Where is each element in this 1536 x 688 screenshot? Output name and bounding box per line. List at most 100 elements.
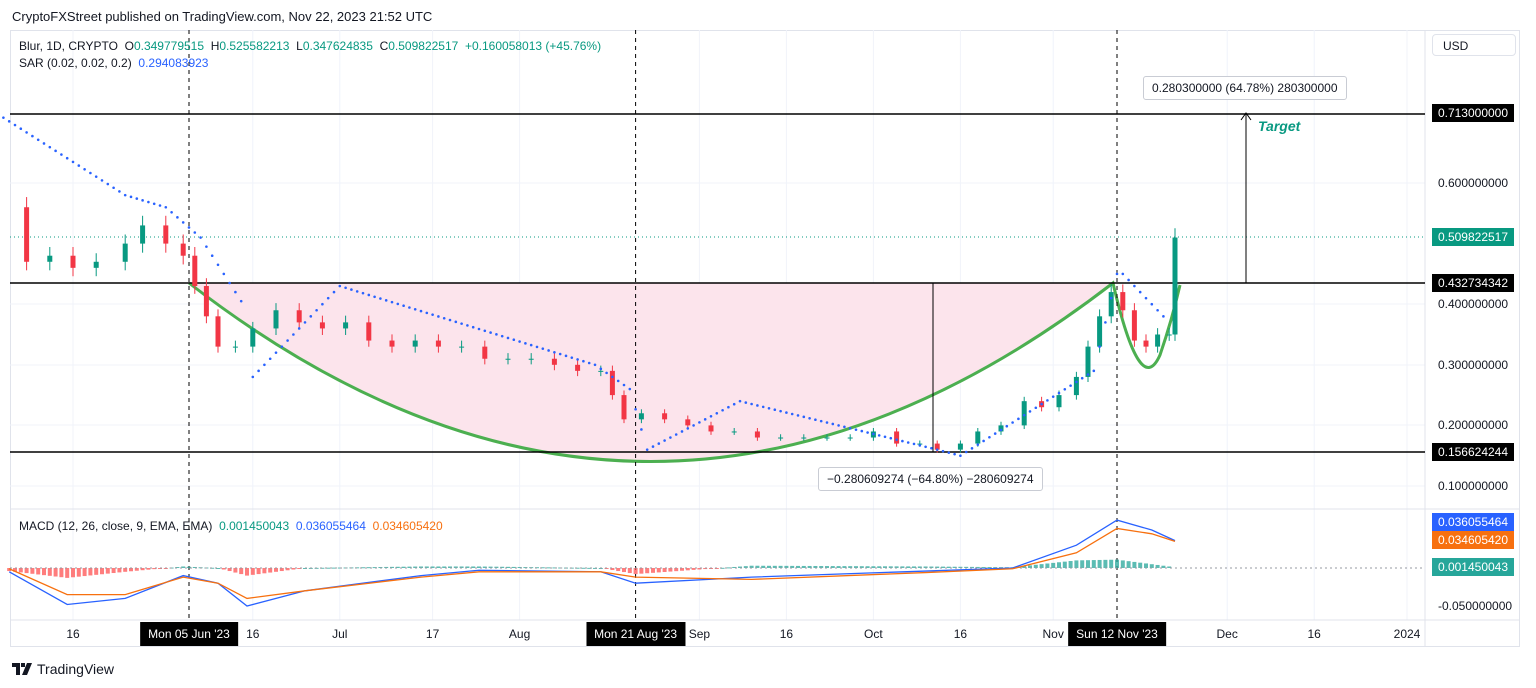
macd-histogram-bar (906, 566, 911, 568)
candle-body (528, 358, 534, 360)
sar-dot (959, 454, 962, 458)
macd-histogram-bar (175, 567, 180, 569)
sar-dot (466, 324, 469, 327)
currency-button[interactable]: USD (1432, 34, 1516, 56)
macd-histogram-bar (784, 565, 789, 568)
macd-histogram-bar (517, 566, 522, 568)
down-measure-label[interactable]: −0.280609274 (−64.80%) −280609274 (818, 467, 1043, 491)
sar-dot (535, 345, 539, 349)
macd-price-label: 0.036055464 (1432, 513, 1514, 531)
sar-dot (698, 421, 701, 424)
symbol[interactable]: Blur, 1D, CRYPTO (19, 39, 118, 53)
macd-histogram-bar (1086, 560, 1090, 568)
macd-histogram-bar (1161, 565, 1166, 568)
sar-dot (170, 210, 173, 214)
macd-histogram-bar (912, 566, 916, 568)
sar-dot (65, 156, 69, 160)
sar-dot (297, 327, 301, 330)
close-value: 0.509822517 (388, 39, 459, 53)
macd-histogram-bar (1051, 562, 1056, 568)
sar-dot (2, 116, 5, 119)
sar-dot (872, 432, 875, 436)
sar-dot (860, 429, 864, 433)
sar-dot (263, 363, 266, 367)
up-measure-label[interactable]: 0.280300000 (64.78%) 280300000 (1143, 76, 1347, 100)
macd-histogram-bar (923, 566, 928, 568)
macd-histogram-bar (946, 566, 951, 568)
candle-body (366, 322, 372, 341)
sar-dot (413, 307, 417, 311)
macd-histogram-bar (146, 568, 151, 570)
candle-body (1097, 316, 1103, 347)
macd-histogram-bar (859, 566, 864, 568)
macd-histogram-bar (1144, 563, 1148, 568)
chart-frame[interactable] (10, 30, 1520, 647)
sar-dot (379, 297, 382, 300)
macd-histogram-bar (42, 568, 46, 576)
sar-dot (767, 406, 771, 410)
candle-body (998, 425, 1004, 432)
macd-histogram-bar (732, 566, 737, 568)
macd-histogram-bar (233, 568, 238, 573)
sar-dot (924, 445, 927, 449)
sar-dot (373, 295, 376, 299)
macd-histogram-bar (1022, 565, 1027, 568)
sar-dot (222, 272, 226, 276)
macd-histogram-bar (401, 566, 406, 568)
sar-dot (1109, 296, 1113, 300)
macd-histogram-bar (819, 566, 824, 568)
candle-body (801, 437, 807, 439)
sar-dot (239, 299, 243, 303)
sar-dot (721, 408, 724, 412)
macd-histogram-bar (291, 568, 296, 570)
macd-histogram-bar (448, 566, 452, 568)
macd-histogram-bar (129, 568, 133, 572)
macd-histogram-bar (883, 566, 887, 568)
sar-dot (19, 127, 23, 131)
sar-dot (1051, 395, 1055, 398)
macd-histogram-bar (761, 565, 766, 568)
sar-dot (628, 387, 632, 391)
macd-signal-value: 0.034605420 (372, 519, 443, 533)
sar-dot (564, 354, 568, 358)
tradingview-logo[interactable]: TradingView (12, 661, 114, 677)
candle-body (1108, 292, 1114, 317)
candle-body (1021, 401, 1027, 426)
time-tick: 2024 (1393, 627, 1421, 641)
macd-histogram-bar (250, 568, 255, 575)
candle-body (1172, 237, 1178, 335)
sar-legend[interactable]: SAR (0.02, 0.02, 0.2) 0.294083923 (19, 56, 208, 70)
candle-body (621, 395, 627, 420)
sar-dot (744, 401, 748, 404)
sar-dot (257, 369, 260, 373)
sar-dot (796, 414, 800, 417)
macd-histogram-bar (65, 568, 70, 578)
sar-dot (599, 367, 603, 371)
sar-dot (935, 448, 939, 451)
macd-histogram-bar (1091, 560, 1096, 568)
open-label: O (124, 39, 134, 53)
target-annotation[interactable]: Target (1258, 118, 1301, 134)
macd-legend[interactable]: MACD (12, 26, close, 9, EMA, EMA) 0.0014… (19, 519, 443, 533)
bottom-price-label: 0.156624244 (1432, 443, 1514, 461)
macd-histogram-bar (500, 566, 505, 568)
candle-body (1056, 395, 1062, 408)
macd-histogram-bar (482, 566, 487, 568)
sar-dot (181, 221, 185, 224)
macd-histogram-bar (749, 565, 754, 568)
sar-dot (1063, 388, 1067, 391)
macd-histogram-bar (1074, 560, 1079, 568)
sar-dot (118, 190, 121, 193)
sar-dot (785, 411, 788, 414)
sar-dot (982, 439, 985, 443)
sar-dot (529, 343, 533, 347)
macd-histogram-bar (1045, 563, 1050, 568)
sar-dot (48, 145, 52, 149)
macd-histogram-bar (424, 566, 429, 568)
published-header: CryptoFXStreet published on TradingView.… (12, 9, 433, 24)
sar-dot (1057, 391, 1061, 395)
macd-histogram-bar (384, 566, 389, 568)
sar-dot (825, 421, 829, 424)
sar-label: SAR (0.02, 0.02, 0.2) (19, 56, 132, 70)
